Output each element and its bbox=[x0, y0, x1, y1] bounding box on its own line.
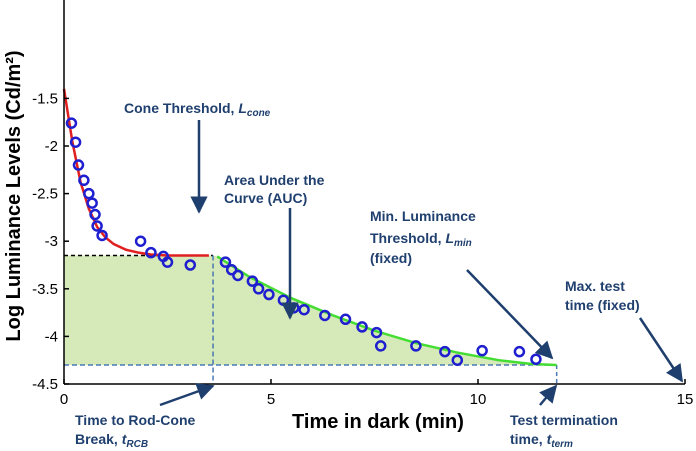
data-point bbox=[89, 208, 101, 221]
auc-shaded-area bbox=[64, 255, 557, 365]
data-point bbox=[476, 344, 488, 357]
rod-fit-line bbox=[216, 255, 557, 367]
y-tick-label: -1.5 bbox=[32, 90, 58, 107]
data-point bbox=[69, 136, 82, 148]
data-points bbox=[65, 117, 542, 366]
rod-cone-break-label-line2: Break, tRCB bbox=[75, 431, 148, 450]
data-point bbox=[65, 117, 78, 129]
data-point bbox=[439, 345, 451, 358]
data-point bbox=[530, 353, 542, 365]
x-tick-label: 15 bbox=[677, 391, 694, 408]
x-tick-label: 5 bbox=[267, 391, 275, 408]
test-termination-arrow bbox=[539, 384, 558, 406]
y-tick-label: -3.5 bbox=[32, 281, 58, 298]
reference-lines bbox=[64, 254, 558, 384]
data-point bbox=[225, 264, 238, 276]
annotation-arrows bbox=[159, 120, 684, 407]
data-point bbox=[451, 354, 464, 366]
auc-label-line1: Area Under the bbox=[224, 172, 325, 188]
data-point bbox=[232, 269, 244, 282]
test-termination-label-line2: time, tterm bbox=[510, 431, 573, 450]
data-point bbox=[72, 159, 85, 171]
data-point bbox=[184, 259, 197, 271]
data-point bbox=[370, 326, 383, 339]
data-point bbox=[83, 187, 95, 200]
data-point bbox=[134, 235, 147, 247]
x-axis-title: Time in dark (min) bbox=[292, 411, 464, 433]
data-point bbox=[356, 321, 368, 333]
data-point bbox=[219, 256, 232, 268]
auc-area bbox=[64, 255, 557, 365]
rod-cone-break-arrow bbox=[159, 383, 215, 407]
max-test-time-label-line1: Max. test bbox=[565, 278, 625, 294]
data-point bbox=[410, 340, 422, 352]
data-point bbox=[374, 340, 387, 352]
data-point bbox=[145, 246, 157, 259]
data-point bbox=[78, 174, 90, 187]
y-tick-label: -2 bbox=[45, 138, 58, 155]
y-tick-label: -3 bbox=[45, 233, 58, 250]
max-test-time-label-line2: time (fixed) bbox=[565, 297, 640, 313]
y-axis-title: Log Luminance Levels (Cd/m²) bbox=[3, 50, 25, 341]
y-tick-label: -4.5 bbox=[32, 376, 58, 393]
data-point bbox=[86, 197, 98, 209]
max-test-time-arrow bbox=[638, 317, 684, 383]
cone-threshold-label: Cone Threshold, Lcone bbox=[124, 100, 271, 119]
data-point bbox=[252, 283, 265, 295]
data-point bbox=[96, 229, 108, 242]
data-point bbox=[339, 313, 352, 326]
axis-ticks: 0 5 10 15 -1.5 -2 -2.5 -3 -3.5 -4 -4.5 bbox=[32, 90, 693, 408]
data-point bbox=[298, 303, 310, 316]
min-luminance-label-line1: Min. Luminance bbox=[370, 208, 476, 224]
y-tick-label: -2.5 bbox=[32, 186, 58, 203]
x-tick-label: 10 bbox=[470, 391, 487, 408]
y-tick-label: -4 bbox=[45, 328, 58, 345]
data-point bbox=[161, 256, 174, 268]
auc-label-line2: Curve (AUC) bbox=[224, 190, 307, 206]
x-tick-label: 0 bbox=[60, 391, 68, 408]
min-luminance-arrow bbox=[466, 269, 554, 360]
data-point bbox=[91, 220, 103, 232]
data-point bbox=[513, 345, 526, 358]
data-point bbox=[319, 309, 331, 322]
data-point bbox=[246, 275, 259, 287]
data-point bbox=[263, 288, 275, 301]
min-luminance-label-line3: (fixed) bbox=[370, 250, 412, 266]
min-luminance-label-line2: Threshold, Lmin bbox=[370, 230, 472, 249]
rod-cone-break-label-line1: Time to Rod-Cone bbox=[75, 412, 196, 428]
test-termination-label-line1: Test termination bbox=[510, 412, 618, 428]
